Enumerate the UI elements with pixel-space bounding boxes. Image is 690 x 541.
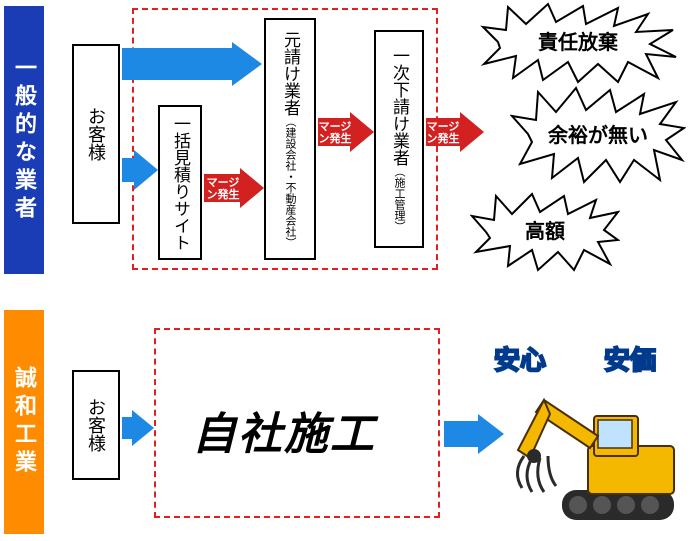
burst-2: 余裕が無い — [510, 86, 686, 186]
arrow-sub1-out: マージン発生 — [426, 112, 484, 152]
sub1-box: 一次下請け業者（施工管理） — [374, 30, 424, 248]
bottom-label: 誠和工業 — [4, 310, 44, 534]
arrow-bottom-customer — [122, 410, 156, 446]
arrow-site-prime: マージン発生 — [204, 168, 264, 208]
bottom-label-text: 誠和工業 — [8, 366, 40, 478]
burst-3-text: 高額 — [470, 220, 620, 244]
burst-1-text: 責任放棄 — [478, 31, 678, 55]
top-customer-box: お客様 — [72, 44, 120, 224]
burst-3: 高額 — [470, 192, 620, 272]
bottom-customer-box: お客様 — [72, 370, 120, 480]
arrow-bottom-out — [444, 414, 504, 454]
margin-3: マージン発生 — [423, 121, 463, 145]
margin-1: マージン発生 — [203, 177, 243, 201]
top-customer-text: お客様 — [83, 107, 109, 161]
top-label-text: 一般的な業者 — [8, 56, 40, 224]
excavator-icon — [508, 372, 686, 532]
arrow-customer-prime — [122, 42, 262, 86]
arrow-prime-sub1: マージン発生 — [318, 112, 374, 152]
burst-1: 責任放棄 — [478, 2, 678, 84]
sub1-text: 一次下請け業者（施工管理） — [388, 47, 410, 232]
prime-text: 元請け業者（建設会社・不動産会社） — [279, 31, 301, 248]
arrow-customer-site — [122, 150, 158, 190]
prime-box: 元請け業者（建設会社・不動産会社） — [264, 18, 316, 260]
site-box: 一括見積りサイト — [158, 105, 202, 260]
burst-2-text: 余裕が無い — [510, 124, 686, 148]
self-construct: 自社施工 — [192, 398, 376, 462]
bottom-customer-text: お客様 — [83, 398, 109, 452]
site-text: 一括見積りサイト — [169, 115, 191, 251]
margin-2: マージン発生 — [315, 121, 355, 145]
top-label: 一般的な業者 — [4, 6, 44, 274]
